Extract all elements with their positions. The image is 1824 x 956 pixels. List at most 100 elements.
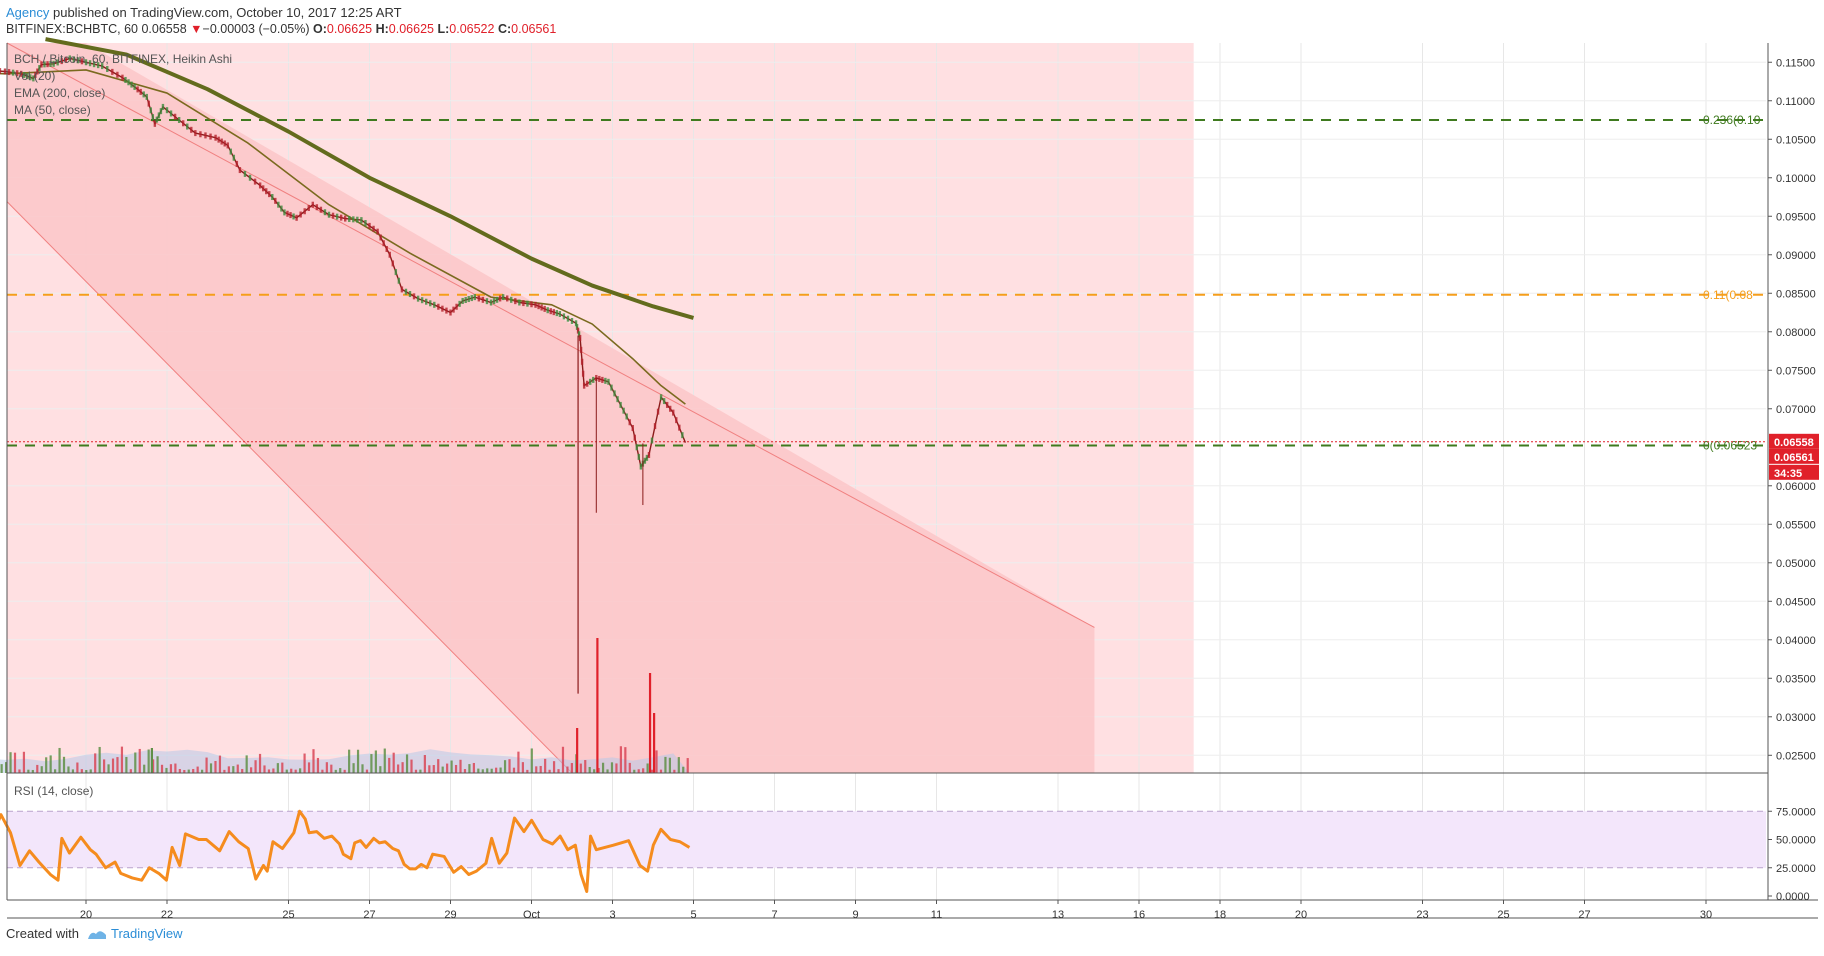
rsi-tick-label: 25.0000 xyxy=(1776,863,1816,875)
volume-bar xyxy=(490,768,493,773)
volume-bar xyxy=(388,757,391,773)
volume-bar xyxy=(615,763,618,773)
price-tick-label: 0.05500 xyxy=(1776,519,1816,531)
candle xyxy=(574,320,578,327)
rsi-line xyxy=(0,809,691,893)
candle xyxy=(88,60,92,67)
candle xyxy=(182,120,185,127)
tradingview-logo-icon xyxy=(87,930,106,939)
volume-bar xyxy=(299,768,302,773)
candle xyxy=(420,297,424,304)
volume-bar xyxy=(45,757,48,773)
volume-bar xyxy=(316,757,320,773)
candle xyxy=(327,211,331,218)
candle xyxy=(619,401,622,408)
candle xyxy=(190,126,193,133)
volume-bar xyxy=(31,769,34,773)
candle xyxy=(581,370,585,377)
volume-bar xyxy=(535,766,538,773)
volume-bar xyxy=(624,747,627,773)
volume-bar xyxy=(633,769,636,773)
candle xyxy=(177,117,181,124)
volume-bar xyxy=(495,767,498,773)
candle xyxy=(662,398,666,405)
candle xyxy=(0,68,2,75)
volume-bar xyxy=(174,763,177,773)
volume-bar xyxy=(596,638,599,773)
volume-bar xyxy=(192,768,195,773)
volume-bar xyxy=(71,769,75,773)
candle xyxy=(650,437,654,444)
time-tick-label: 29 xyxy=(444,909,456,921)
candle xyxy=(64,56,67,63)
candle xyxy=(452,306,455,313)
candle xyxy=(133,83,136,90)
volume-bar xyxy=(160,764,164,773)
volume-bar xyxy=(677,757,680,773)
candle xyxy=(473,294,476,301)
volume-bar xyxy=(682,766,685,773)
price-tick-label: 0.11000 xyxy=(1776,96,1815,108)
volume-bar xyxy=(392,752,395,773)
author-link[interactable]: Agency xyxy=(6,5,50,20)
candle xyxy=(575,323,579,330)
candle xyxy=(566,315,570,322)
main-series-legend[interactable]: BCH / Bitcoin, 60, BITFINEX, Heikin Ashi xyxy=(14,52,233,66)
candle xyxy=(449,309,452,316)
time-tick-label: 16 xyxy=(1133,909,1145,921)
volume-bar xyxy=(183,769,186,773)
volume-bar xyxy=(437,759,440,773)
candle xyxy=(530,301,533,308)
volume-legend[interactable]: Vol (20) xyxy=(14,69,56,83)
candle xyxy=(142,91,145,98)
price-tick-label: 0.06000 xyxy=(1776,481,1816,493)
candle xyxy=(669,405,672,412)
candle xyxy=(589,378,592,385)
candle xyxy=(549,308,552,315)
time-tick-label: 30 xyxy=(1700,909,1712,921)
candle xyxy=(49,60,52,67)
down-arrow-icon: ▼ xyxy=(190,22,203,36)
candle xyxy=(116,71,119,78)
volume-bar xyxy=(655,750,658,773)
candle xyxy=(29,74,32,81)
volume-bar xyxy=(227,766,230,773)
volume-bar xyxy=(668,757,671,773)
volume-bar xyxy=(450,760,453,773)
candle xyxy=(364,219,367,226)
volume-bar xyxy=(312,749,315,773)
time-tick-label: 23 xyxy=(1416,909,1428,921)
candle xyxy=(576,327,580,334)
candle xyxy=(526,300,529,307)
price-tick-label: 0.08500 xyxy=(1776,288,1816,300)
volume-bar xyxy=(664,756,667,773)
candle xyxy=(283,209,286,216)
volume-bar xyxy=(659,769,663,773)
volume-bar xyxy=(379,766,382,773)
candle xyxy=(56,59,59,66)
time-tick-label: 25 xyxy=(282,909,294,921)
regression-channel xyxy=(7,43,1095,773)
ema-legend[interactable]: EMA (200, close) xyxy=(14,86,106,100)
published-text: published on TradingView.com, October 10… xyxy=(49,5,402,20)
candle xyxy=(199,131,202,138)
candle xyxy=(60,58,63,65)
rsi-legend[interactable]: RSI (14, close) xyxy=(14,784,94,798)
fib-level-label: 0.236(0.10 xyxy=(1703,113,1761,127)
volume-bar xyxy=(281,762,284,773)
tradingview-link[interactable]: TradingView xyxy=(87,926,183,941)
candle xyxy=(433,301,436,308)
candle xyxy=(653,423,657,430)
ma-legend[interactable]: MA (50, close) xyxy=(14,103,91,117)
volume-bar xyxy=(356,749,360,773)
candle xyxy=(7,69,11,76)
candle xyxy=(36,68,39,75)
candle xyxy=(510,296,513,303)
volume-bar xyxy=(85,769,88,773)
volume-bar xyxy=(552,761,556,773)
volume-bar xyxy=(89,769,92,773)
volume-bar xyxy=(223,769,226,773)
candle xyxy=(136,86,139,93)
candle xyxy=(299,211,302,218)
